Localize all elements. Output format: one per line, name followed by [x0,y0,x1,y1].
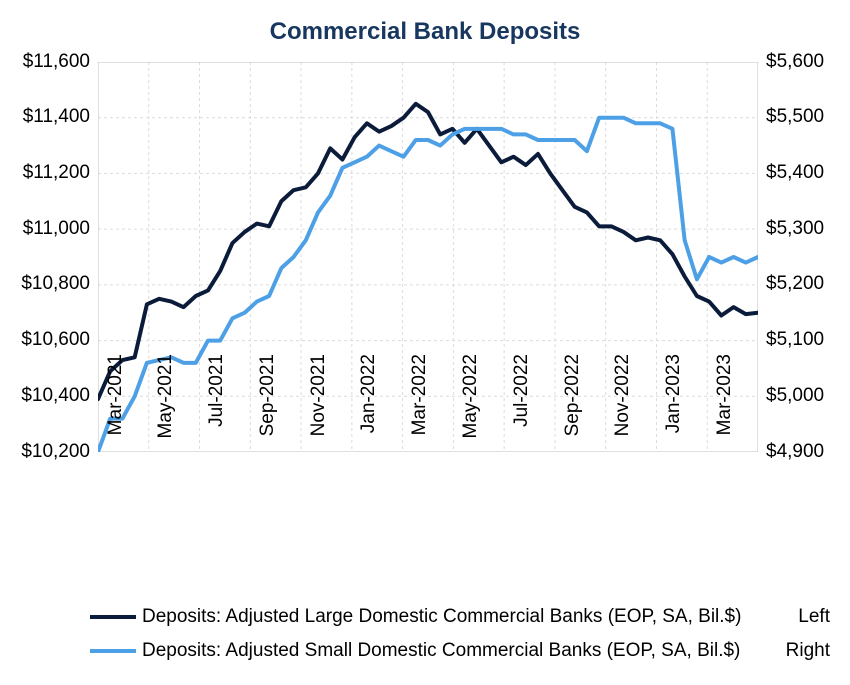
x-tick-label: Nov-2022 [612,354,634,464]
legend-side-label: Right [776,640,830,662]
chart-title: Commercial Bank Deposits [0,18,850,46]
x-tick-label: Mar-2021 [105,354,127,464]
y-right-tick-label: $5,600 [766,51,824,73]
legend-side-label: Left [788,606,830,628]
y-right-tick-label: $5,200 [766,273,824,295]
x-tick-label: May-2021 [155,354,177,464]
x-tick-label: Jan-2022 [358,354,380,464]
y-left-tick-label: $11,000 [23,218,90,240]
y-right-tick-label: $5,400 [766,162,824,184]
legend-row: Deposits: Adjusted Small Domestic Commer… [90,637,830,665]
y-left-tick-label: $11,400 [23,106,90,128]
y-left-tick-label: $10,800 [21,273,90,295]
x-tick-label: Sep-2021 [257,354,279,464]
y-right-tick-label: $4,900 [766,441,824,463]
x-tick-label: Nov-2021 [308,354,330,464]
legend-label: Deposits: Adjusted Large Domestic Commer… [142,606,741,628]
x-tick-label: Mar-2023 [714,354,736,464]
y-right-tick-label: $5,300 [766,218,824,240]
y-left-tick-label: $10,400 [21,385,90,407]
x-tick-label: Sep-2022 [562,354,584,464]
x-tick-label: Jul-2021 [206,354,228,464]
x-tick-label: Jul-2022 [511,354,533,464]
y-right-tick-label: $5,100 [766,329,824,351]
y-left-tick-label: $11,200 [23,162,90,184]
x-tick-label: Jan-2023 [663,354,685,464]
legend-row: Deposits: Adjusted Large Domestic Commer… [90,603,830,631]
x-tick-label: May-2022 [460,354,482,464]
legend-swatch-icon [90,649,136,653]
x-tick-label: Mar-2022 [409,354,431,464]
y-right-tick-label: $5,500 [766,106,824,128]
chart-container: Commercial Bank Deposits $10,200 $10,400 $… [0,0,850,685]
y-left-tick-label: $10,200 [21,441,90,463]
legend: Deposits: Adjusted Large Domestic Commer… [90,603,830,671]
y-left-tick-label: $10,600 [21,329,90,351]
legend-swatch-icon [90,615,136,619]
y-left-tick-label: $11,600 [23,51,90,73]
y-right-tick-label: $5,000 [766,385,824,407]
legend-label: Deposits: Adjusted Small Domestic Commer… [142,640,740,662]
